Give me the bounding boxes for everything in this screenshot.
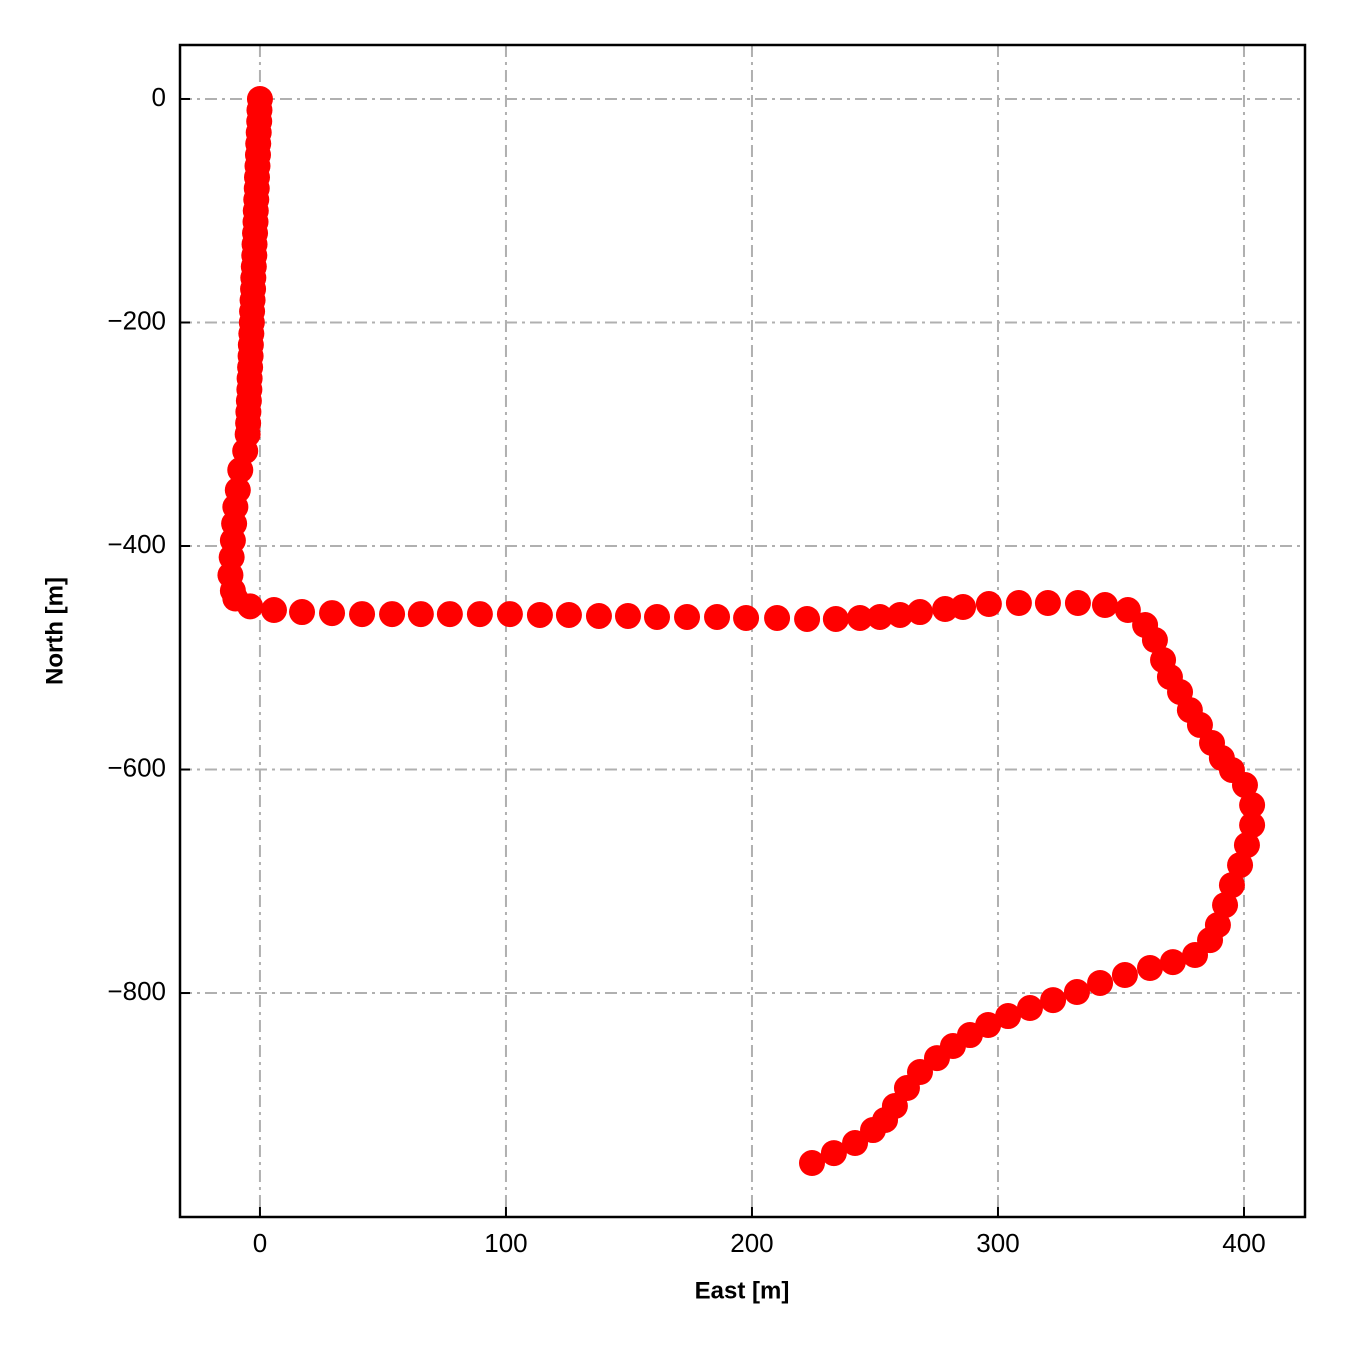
point [379,601,406,628]
x-tick-label: 300 [976,1228,1019,1258]
point [1233,832,1260,859]
point [1212,892,1239,919]
point [704,603,731,630]
point [1137,955,1164,982]
point [1182,942,1209,969]
point [887,601,914,628]
point [585,602,612,629]
point [1087,969,1114,996]
point [1227,852,1254,879]
point [1016,995,1043,1022]
point [349,601,376,628]
point [764,604,791,631]
point [237,593,264,620]
point [1063,979,1090,1006]
point [1141,626,1168,653]
point [319,600,346,627]
point [866,603,893,630]
point [526,601,553,628]
point [674,603,701,630]
point [1218,872,1245,899]
y-tick-label: −400 [107,529,166,559]
point [906,599,933,626]
point [496,601,523,628]
x-tick-label: 100 [484,1228,527,1258]
point [975,591,1002,618]
plot-frame [178,43,1307,1219]
point [436,601,463,628]
point [260,597,287,624]
point [1231,772,1258,799]
point [227,457,254,484]
point [995,1003,1022,1030]
y-tick-label: −800 [107,976,166,1006]
point [555,601,582,628]
point [1111,962,1138,989]
point [733,604,760,631]
point [1091,592,1118,619]
y-axis-label: North [m] [41,577,68,685]
point [407,601,434,628]
point [846,604,873,631]
point [1064,590,1091,617]
x-tick-label: 0 [253,1228,267,1258]
point [822,605,849,632]
y-tick-label: 0 [152,82,166,112]
point [614,602,641,629]
point [820,1140,847,1167]
point [842,1130,869,1157]
x-axis-label: East [m] [695,1277,790,1304]
point [1159,949,1186,976]
point [1040,987,1067,1014]
point [1114,597,1141,624]
y-tick-label: −200 [107,305,166,335]
point [289,599,316,626]
point [950,594,977,621]
x-tick-label: 200 [730,1228,773,1258]
point [1239,812,1266,839]
point [466,601,493,628]
y-tick-label: −600 [107,752,166,782]
point [860,1117,887,1144]
x-tick-label: 400 [1222,1228,1265,1258]
point [644,603,671,630]
point [1005,590,1032,617]
point [1034,590,1061,617]
point [794,605,821,632]
point [1239,792,1266,819]
point [798,1150,825,1177]
